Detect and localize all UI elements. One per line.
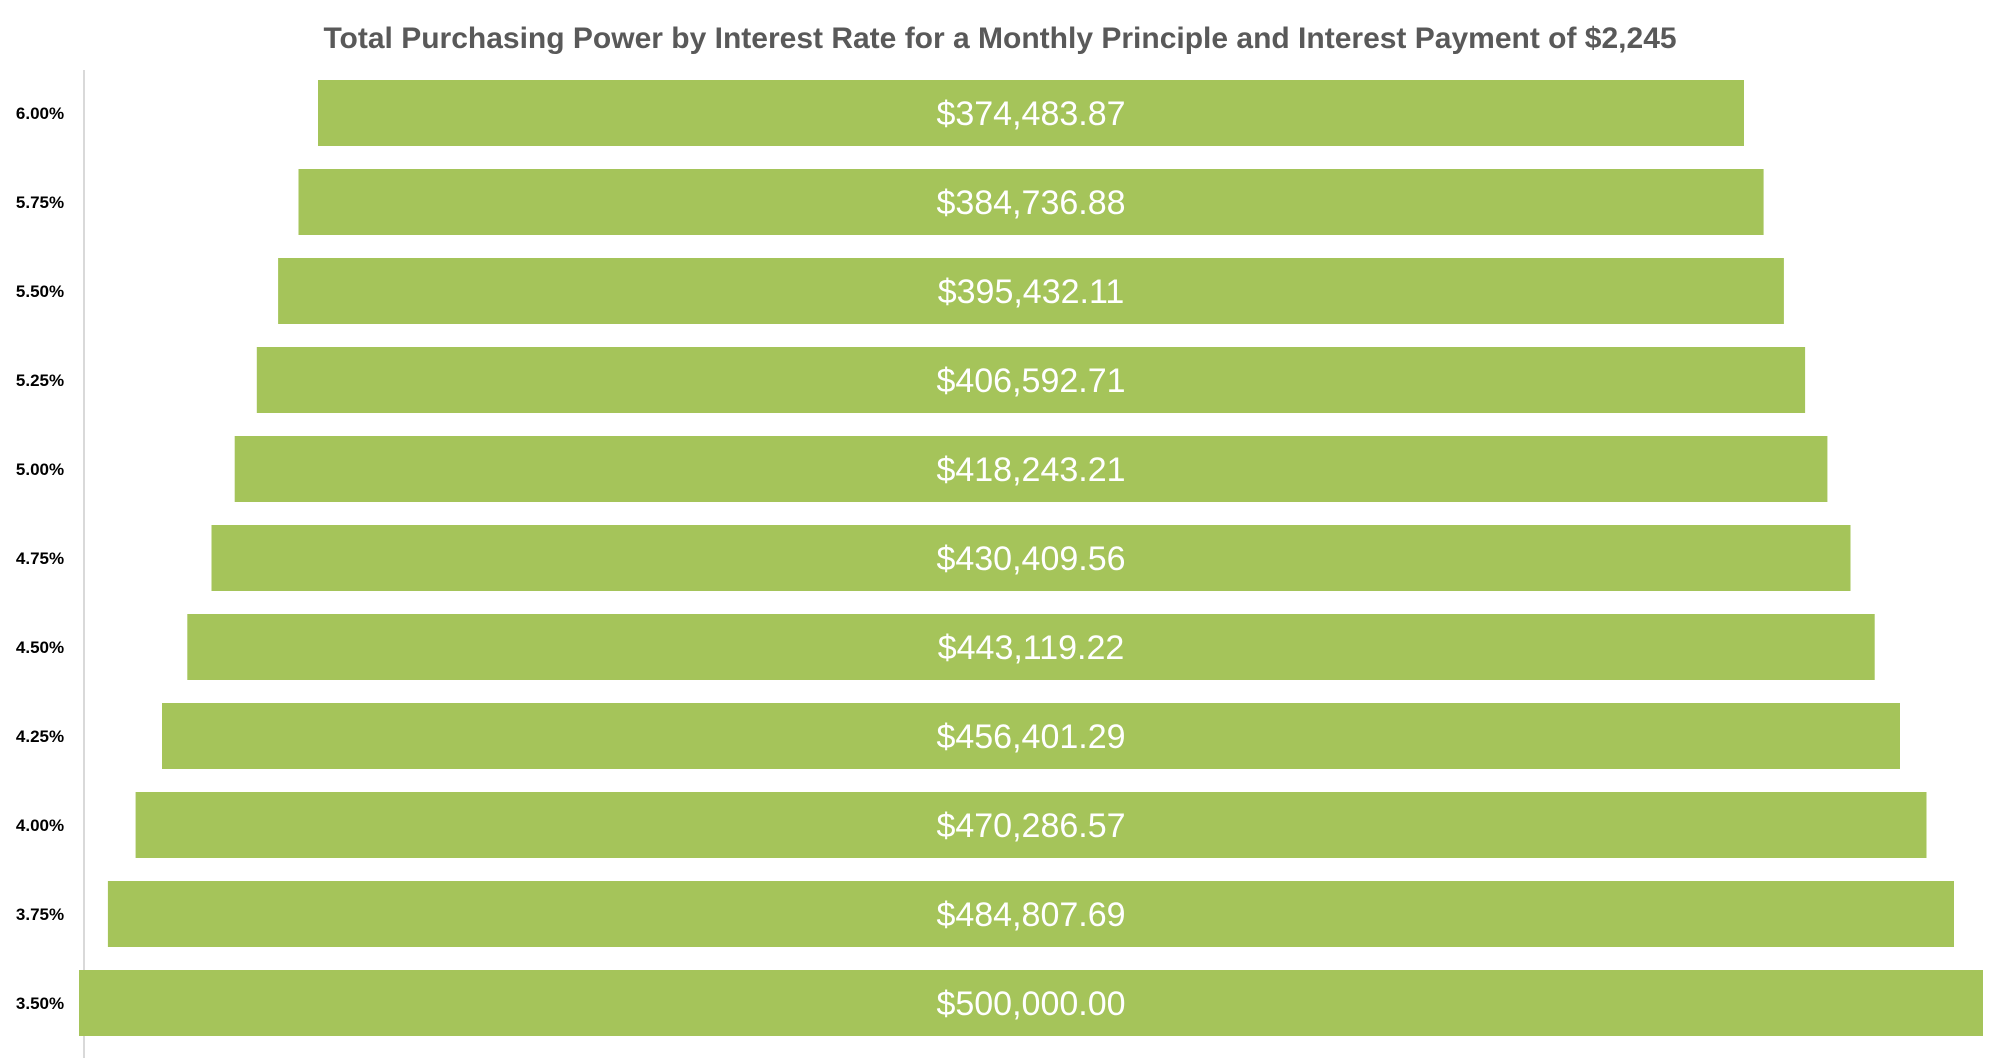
category-labels-group: 6.00% 5.75% 5.50% 5.25% 5.00% 4.75% 4.50% 4.25%… [16, 104, 64, 1013]
data-label: $456,401.29 [936, 718, 1125, 756]
bar-6-00pct [318, 80, 1744, 146]
bar-3-50pct [79, 970, 1983, 1036]
bar-5-25pct [256, 347, 1806, 413]
category-label: 5.25% [16, 371, 64, 390]
bar-5-50pct [278, 258, 1784, 324]
category-label: 5.50% [16, 282, 64, 301]
category-label: 4.25% [16, 727, 64, 746]
bar-5-75pct [298, 169, 1764, 235]
data-label: $395,432.11 [938, 273, 1125, 311]
bars-group [79, 80, 1983, 1036]
bar-5-00pct [234, 436, 1828, 502]
data-label: $484,807.69 [936, 896, 1125, 934]
data-label: $406,592.71 [936, 362, 1125, 400]
chart-title: Total Purchasing Power by Interest Rate … [323, 22, 1676, 55]
bar-3-75pct [107, 881, 1954, 947]
category-label: 4.50% [16, 638, 64, 657]
data-label: $443,119.22 [938, 629, 1125, 667]
data-label: $430,409.56 [936, 540, 1125, 578]
category-label: 6.00% [16, 104, 64, 123]
data-label: $470,286.57 [936, 807, 1125, 845]
category-label: 3.50% [16, 994, 64, 1013]
data-label: $500,000.00 [936, 985, 1125, 1023]
bar-4-75pct [211, 525, 1851, 591]
category-label: 5.75% [16, 193, 64, 212]
data-labels-group: $374,483.87 $384,736.88 $395,432.11 $406,59… [936, 95, 1125, 1023]
data-label: $384,736.88 [936, 184, 1125, 222]
bar-4-00pct [135, 792, 1927, 858]
category-label: 3.75% [16, 905, 64, 924]
data-label: $418,243.21 [936, 451, 1125, 489]
bar-4-25pct [162, 703, 1900, 769]
category-label: 4.75% [16, 549, 64, 568]
bar-4-50pct [187, 614, 1875, 680]
category-label: 4.00% [16, 816, 64, 835]
data-label: $374,483.87 [936, 95, 1125, 133]
category-label: 5.00% [16, 460, 64, 479]
